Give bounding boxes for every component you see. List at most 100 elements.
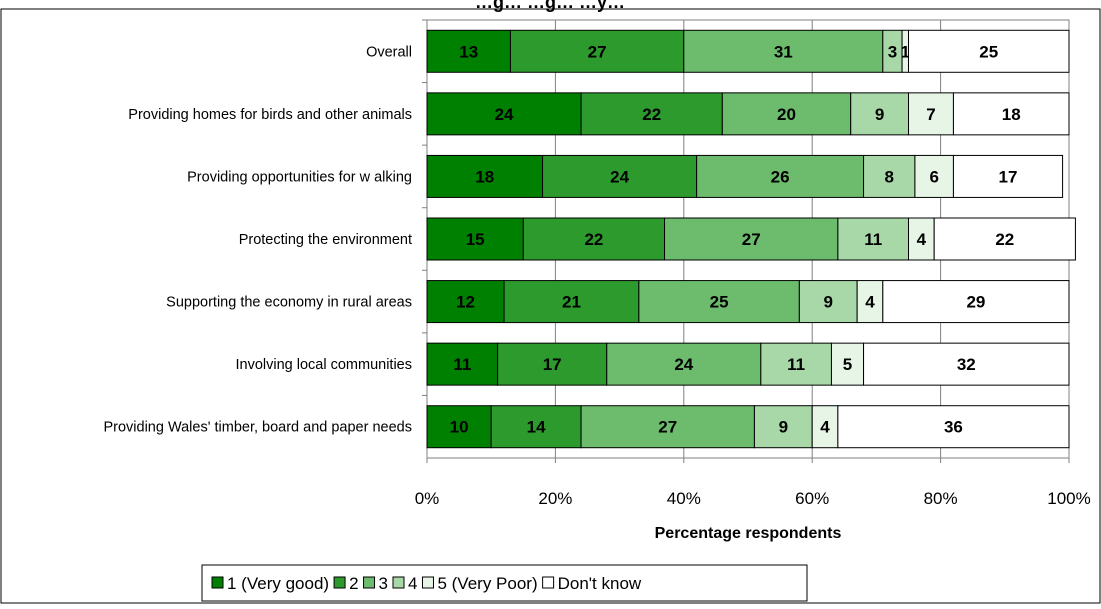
data-label: 22 (642, 105, 661, 124)
data-label: 13 (459, 42, 478, 61)
data-label: 18 (475, 167, 494, 186)
bar-segment (426, 280, 505, 324)
bar-segment (952, 154, 1064, 198)
data-label: 10 (450, 418, 469, 437)
data-label: 14 (527, 418, 546, 437)
data-label: 12 (456, 293, 475, 312)
data-label: 1 (901, 42, 910, 61)
bar-segment (638, 280, 800, 324)
data-label: 17 (543, 355, 562, 374)
data-label: 36 (944, 418, 963, 437)
bar-segment (522, 217, 666, 261)
chart-title: …g… …g… …y… (475, 0, 625, 12)
data-label: 17 (999, 167, 1018, 186)
data-label: 26 (771, 167, 790, 186)
data-label: 20 (777, 105, 796, 124)
bar-segment (509, 29, 685, 73)
bar-segment (952, 92, 1070, 136)
bar-segment (426, 342, 499, 386)
bar-segment (426, 29, 511, 73)
data-label: 4 (865, 293, 875, 312)
x-tick-labels: 0% 20% 40% 60% 80% 100% (415, 489, 1091, 508)
data-label: 22 (584, 230, 603, 249)
legend-swatch (421, 576, 434, 589)
bar-segment (490, 405, 582, 449)
bar-segment (753, 405, 813, 449)
bar-segment (664, 217, 839, 261)
x-tick-label: 80% (924, 489, 958, 508)
bar-segment (914, 154, 954, 198)
data-label: 25 (979, 42, 998, 61)
legend-swatch (211, 576, 224, 589)
data-label: 15 (466, 230, 485, 249)
bar-segment (721, 92, 852, 136)
data-label: 4 (820, 418, 830, 437)
bar-segment (863, 342, 1070, 386)
data-label: 22 (995, 230, 1014, 249)
x-tick-label: 40% (667, 489, 701, 508)
legend: 1 (Very good) 2 3 4 5 (Very Poor) Don't know (201, 564, 808, 602)
legend-label: 2 (349, 574, 358, 593)
data-label: 24 (495, 105, 514, 124)
bar-segment (933, 217, 1076, 261)
bar-segment (830, 342, 865, 386)
legend-swatch (333, 576, 346, 589)
bar-segment (811, 405, 839, 449)
data-label: 25 (710, 293, 729, 312)
bar-segment (908, 217, 935, 261)
category-label: Protecting the environment (239, 232, 412, 248)
data-label: 21 (562, 293, 581, 312)
data-label: 24 (674, 355, 693, 374)
chart-border (0, 8, 1101, 604)
legend-label: 4 (408, 574, 417, 593)
data-label: 3 (888, 42, 897, 61)
bar-segment (580, 92, 723, 136)
bar-segment (837, 405, 1070, 449)
data-label: 8 (885, 167, 894, 186)
category-label: Providing Wales' timber, board and paper… (103, 420, 412, 436)
data-label: 9 (875, 105, 884, 124)
category-label: Overall (366, 44, 412, 60)
bar-segment (856, 280, 884, 324)
category-label: Supporting the economy in rural areas (166, 295, 412, 311)
bar-segment (580, 405, 755, 449)
bar-segment (503, 280, 640, 324)
data-label: 11 (453, 355, 471, 374)
legend-label: 5 (Very Poor) (437, 574, 537, 593)
category-labels: Overall Providing homes for birds and oth… (103, 44, 412, 435)
data-label: 24 (610, 167, 629, 186)
category-label: Providing homes for birds and other anim… (128, 107, 412, 123)
legend-swatch (363, 576, 376, 589)
category-label: Involving local communities (236, 357, 413, 373)
bar-segment (798, 280, 858, 324)
data-label: 4 (917, 230, 927, 249)
bar-segment (882, 280, 1070, 324)
data-label: 11 (787, 355, 805, 374)
bar-segment (908, 92, 954, 136)
data-label: 9 (779, 418, 788, 437)
data-label: 27 (588, 42, 607, 61)
legend-label: 3 (379, 574, 388, 593)
bar-segment (837, 217, 910, 261)
bar-segment (683, 29, 884, 73)
data-label: 5 (843, 355, 852, 374)
data-label: 6 (929, 167, 938, 186)
category-label: Providing opportunities for w alking (187, 169, 412, 185)
x-tick-label: 0% (415, 489, 440, 508)
data-label: 27 (742, 230, 761, 249)
data-label: 29 (966, 293, 985, 312)
x-axis-title: Percentage respondents (655, 525, 842, 542)
data-label: 32 (957, 355, 976, 374)
data-label: 18 (1002, 105, 1021, 124)
legend-box (201, 564, 808, 602)
bar-segment (908, 29, 1070, 73)
legend-label: 1 (Very good) (227, 574, 329, 593)
bar-segment (426, 405, 492, 449)
bar-segment (850, 92, 909, 136)
data-label: 27 (658, 418, 677, 437)
bar-segment (497, 342, 608, 386)
data-label: 7 (926, 105, 935, 124)
